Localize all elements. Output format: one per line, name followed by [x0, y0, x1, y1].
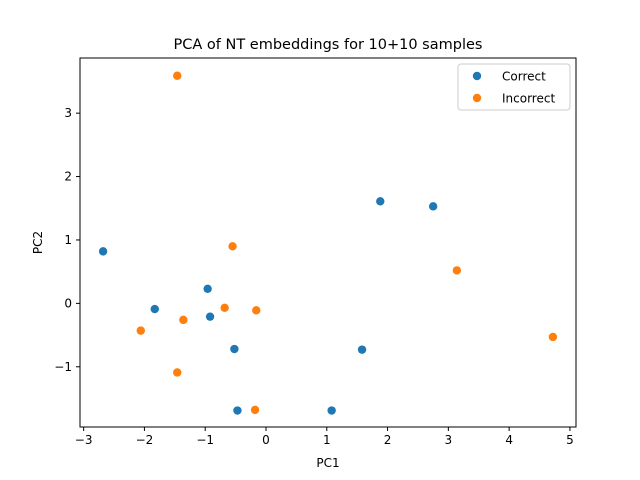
data-point-incorrect: [136, 326, 145, 335]
data-point-incorrect: [173, 368, 182, 377]
y-tick-label: 0: [64, 296, 72, 310]
legend-label-incorrect: Incorrect: [502, 92, 555, 106]
data-point-incorrect: [173, 71, 182, 80]
data-point-correct: [327, 406, 336, 415]
legend-box: [457, 63, 571, 111]
data-point-incorrect: [452, 266, 462, 275]
data-point-incorrect: [179, 315, 188, 325]
data-point-correct: [205, 312, 215, 321]
data-point-correct: [230, 344, 239, 354]
data-point-correct: [357, 345, 367, 354]
y-tick-label: −1: [54, 360, 72, 374]
data-point-correct: [428, 202, 438, 211]
legend-marker-incorrect: [472, 93, 482, 103]
x-tick-label: 0: [262, 433, 270, 447]
data-point-correct: [203, 284, 212, 293]
data-point-correct: [150, 304, 159, 314]
y-tick-label: 2: [64, 170, 72, 184]
y-tick-label: 3: [64, 106, 72, 120]
x-tick-label: 2: [384, 433, 392, 447]
data-point-incorrect: [250, 405, 260, 415]
data-point-incorrect: [228, 242, 237, 251]
plot-area: [98, 71, 558, 415]
axes-frame: [79, 57, 577, 428]
legend-marker-correct: [472, 71, 482, 81]
x-tick-label: −1: [196, 433, 214, 447]
x-tick-label: 3: [445, 433, 453, 447]
data-point-correct: [233, 406, 242, 415]
x-tick-label: 5: [566, 433, 574, 447]
x-tick-label: −3: [75, 433, 93, 447]
y-tick-label: 1: [64, 233, 72, 247]
x-tick-label: −2: [136, 433, 154, 447]
data-point-incorrect: [548, 332, 558, 342]
data-point-incorrect: [252, 306, 261, 315]
data-point-incorrect: [220, 303, 229, 313]
legend: Correct Incorrect: [457, 63, 571, 111]
legend-label-correct: Correct: [502, 70, 546, 84]
x-tick-label: 1: [323, 433, 331, 447]
chart-title: PCA of NT embeddings for 10+10 samples: [174, 37, 483, 53]
data-point-correct: [98, 247, 108, 256]
y-axis-title: PC2: [31, 231, 45, 254]
x-tick-label: 4: [505, 433, 513, 447]
x-axis-title: PC1: [316, 456, 339, 470]
data-point-correct: [376, 197, 385, 206]
